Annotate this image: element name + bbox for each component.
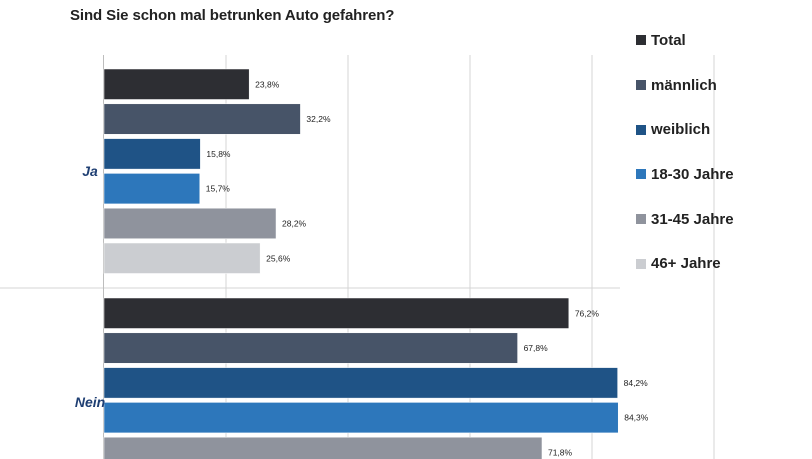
legend-swatch: [636, 35, 646, 46]
bar-value-label: 32,2%: [306, 114, 331, 124]
legend-swatch: [636, 124, 646, 135]
legend-item: 31-45 Jahre: [636, 197, 734, 242]
legend-label: 18-30 Jahre: [651, 165, 734, 183]
bar: [103, 207, 277, 239]
legend-item: 18-30 Jahre: [636, 152, 734, 197]
bar: [103, 367, 618, 399]
bar: [103, 103, 301, 135]
chart-legend: Total männlich weiblich 18-30 Jahre 31-45 Ja…: [636, 18, 734, 286]
legend-label: Total: [651, 31, 686, 49]
bar-value-label: 15,8%: [206, 149, 231, 159]
category-label: Nein: [75, 394, 105, 410]
chart-title: Sind Sie schon mal betrunken Auto gefahr…: [70, 7, 395, 24]
bar-value-label: 76,2%: [575, 308, 600, 318]
bar-value-label: 15,7%: [206, 184, 231, 194]
legend-item: 46+ Jahre: [636, 241, 734, 286]
legend-item: weiblich: [636, 107, 734, 152]
bar: [103, 68, 250, 100]
bar-value-label: 84,2%: [624, 378, 649, 388]
bar: [103, 332, 518, 364]
bar-value-label: 23,8%: [255, 79, 280, 89]
legend-item: männlich: [636, 63, 734, 108]
bar: [103, 436, 543, 459]
bar-value-label: 25,6%: [266, 253, 291, 263]
legend-swatch: [636, 214, 646, 225]
legend-swatch: [636, 169, 646, 180]
bar: [103, 173, 201, 205]
bar: [103, 138, 201, 170]
legend-label: männlich: [651, 76, 717, 94]
bar-value-label: 84,3%: [624, 413, 649, 423]
legend-label: weiblich: [651, 121, 711, 139]
bar: [103, 242, 261, 274]
bar: [103, 297, 570, 329]
bar-value-label: 67,8%: [524, 343, 549, 353]
bar-value-label: 28,2%: [282, 218, 307, 228]
legend-label: 46+ Jahre: [651, 255, 721, 273]
bar: [103, 402, 619, 434]
legend-label: 31-45 Jahre: [651, 210, 734, 228]
legend-item: Total: [636, 18, 734, 63]
category-label: Ja: [82, 163, 98, 179]
legend-swatch: [636, 80, 646, 91]
bar-value-label: 71,8%: [548, 447, 573, 457]
legend-swatch: [636, 258, 646, 269]
